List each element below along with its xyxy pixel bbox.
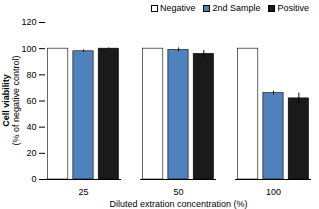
svg-text:120: 120 [21,17,36,27]
html-text:Negative: Negative [159,3,196,13]
svg-text:25: 25 [78,187,88,197]
svg-text:40: 40 [26,122,36,132]
svg-text:60: 60 [26,96,36,106]
svg-text:50: 50 [173,187,183,197]
svg-text:100: 100 [21,44,36,54]
html-text:2nd Sample: 2nd Sample [212,3,261,13]
svg-text:(% of negative control): (% of negative control) [11,55,21,145]
svg-text:20: 20 [26,148,36,158]
svg-text:Diluted extration concentratio: Diluted extration concentration (%) [109,199,247,209]
svg-text:Cell viability: Cell viability [1,74,11,127]
svg-text:0: 0 [31,174,36,184]
html-text:Positive: Positive [277,3,309,13]
svg-text:100: 100 [266,187,281,197]
svg-text:80: 80 [26,70,36,80]
